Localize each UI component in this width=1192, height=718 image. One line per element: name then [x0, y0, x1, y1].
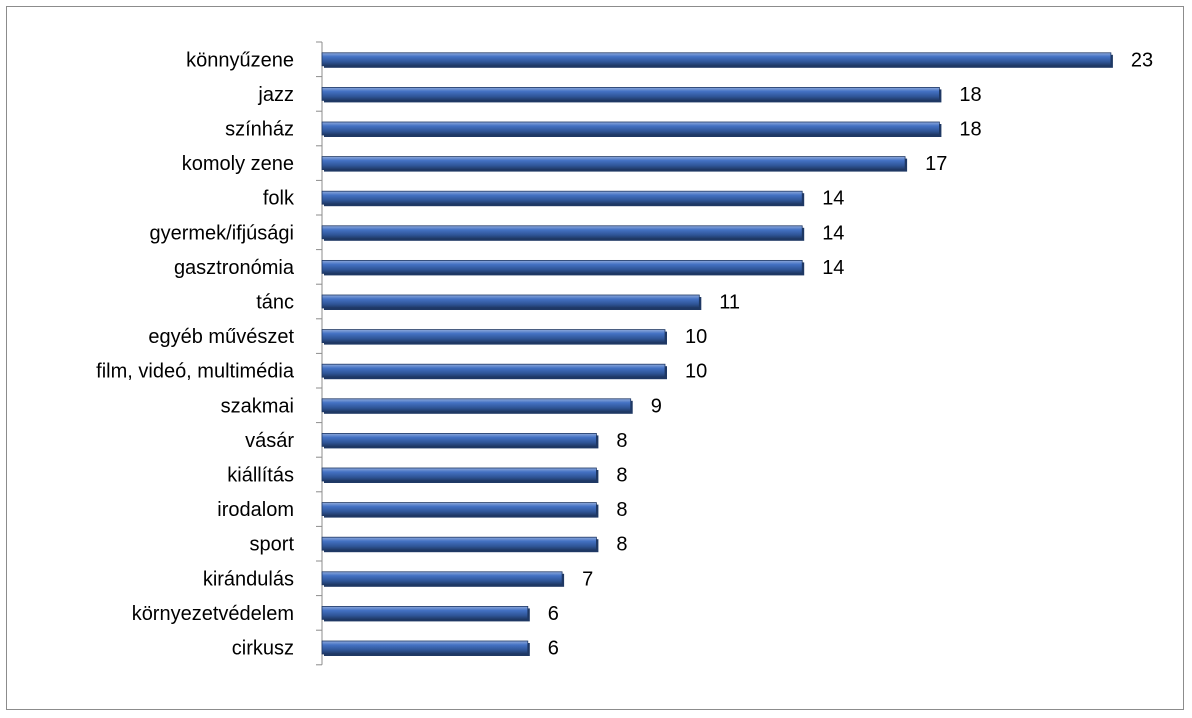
data-label: 10 [685, 326, 707, 348]
bar-front [321, 329, 666, 344]
bar-front [321, 87, 940, 101]
data-label: 18 [959, 84, 981, 106]
data-label: 7 [582, 568, 593, 590]
bar-front [321, 502, 597, 517]
category-label: folk [263, 188, 295, 210]
bar-front [321, 640, 529, 655]
bar [321, 294, 702, 310]
bar-front [321, 156, 906, 171]
data-label: 8 [616, 430, 627, 452]
category-label: cirkusz [232, 638, 294, 660]
category-label: irodalom [217, 499, 294, 521]
bar [321, 121, 942, 137]
category-label: könnyűzene [186, 49, 294, 71]
bar [321, 87, 942, 103]
data-label: 23 [1131, 49, 1153, 71]
bar-front [321, 467, 597, 482]
bar [321, 329, 667, 345]
bar [321, 640, 530, 656]
bar-front [321, 363, 666, 378]
category-label: gasztronómia [174, 257, 295, 279]
data-label: 10 [685, 361, 707, 383]
bar-front [321, 432, 597, 447]
bar-front [321, 225, 803, 240]
category-label: kiállítás [227, 465, 294, 487]
data-label: 11 [719, 292, 740, 314]
category-label: komoly zene [182, 153, 294, 175]
category-label: film, videó, multimédia [96, 361, 295, 383]
bar [321, 363, 667, 380]
bar-front [321, 52, 1112, 67]
bar [321, 156, 908, 172]
bar [321, 467, 599, 483]
bar [321, 225, 805, 241]
data-label: 18 [959, 119, 981, 141]
bar-front [321, 398, 632, 413]
data-label: 6 [548, 603, 559, 625]
data-label: 14 [822, 188, 844, 210]
category-label: gyermek/ifjúsági [149, 222, 294, 244]
category-label: környezetvédelem [132, 603, 294, 625]
bar-front [321, 121, 940, 136]
data-label: 8 [616, 465, 627, 487]
bar [321, 52, 1113, 68]
category-label: vásár [245, 430, 294, 452]
bar-front [321, 259, 803, 274]
bar [321, 432, 599, 449]
bar [321, 606, 530, 622]
bar [321, 536, 599, 553]
bar [321, 502, 599, 518]
data-label: 17 [925, 153, 947, 175]
bar [321, 398, 633, 414]
bar [321, 190, 805, 207]
bar-front [321, 536, 597, 551]
category-label: színház [225, 119, 294, 141]
data-label: 8 [616, 534, 627, 556]
category-label: kirándulás [203, 568, 294, 590]
bar-front [321, 294, 700, 309]
bar-front [321, 190, 803, 205]
category-label: tánc [256, 292, 294, 314]
category-label: szakmai [221, 395, 294, 417]
data-label: 14 [822, 222, 844, 244]
bar-front [321, 571, 563, 586]
category-label: sport [250, 534, 295, 556]
bar-front [321, 606, 529, 620]
data-label: 9 [651, 395, 662, 417]
bar [321, 259, 805, 276]
bar [321, 571, 565, 587]
category-label: egyéb művészet [148, 326, 294, 348]
data-label: 6 [548, 638, 559, 660]
data-label: 14 [822, 257, 844, 279]
category-label: jazz [257, 84, 294, 106]
data-label: 8 [616, 499, 627, 521]
